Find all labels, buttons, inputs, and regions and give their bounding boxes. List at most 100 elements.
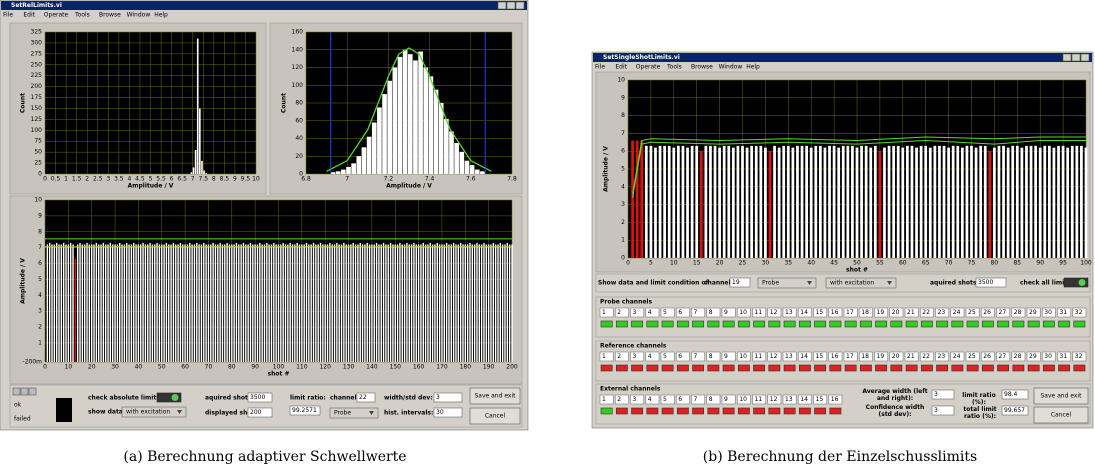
channel-led[interactable] — [708, 408, 719, 414]
channel-led[interactable] — [891, 321, 902, 327]
channel-led[interactable] — [784, 365, 795, 371]
channel-led[interactable] — [647, 408, 658, 414]
bar — [339, 244, 340, 362]
channel-led[interactable] — [677, 408, 688, 414]
channel-led[interactable] — [1043, 365, 1054, 371]
channel-led[interactable] — [830, 365, 841, 371]
channel-led[interactable] — [738, 365, 749, 371]
channel-led[interactable] — [1028, 365, 1039, 371]
bar — [84, 244, 85, 362]
channel-led[interactable] — [723, 321, 734, 327]
channel-led[interactable] — [830, 408, 841, 414]
window-button[interactable] — [1081, 54, 1089, 61]
channel-led[interactable] — [952, 321, 963, 327]
channel-led[interactable] — [982, 365, 993, 371]
channel-led[interactable] — [815, 321, 826, 327]
channel-led[interactable] — [1074, 365, 1085, 371]
channel-led[interactable] — [1074, 321, 1085, 327]
bar — [163, 244, 164, 362]
channel-led[interactable] — [799, 408, 810, 414]
bar — [367, 243, 368, 362]
channel-led[interactable] — [738, 321, 749, 327]
channel-led[interactable] — [815, 365, 826, 371]
channel-led[interactable] — [1059, 365, 1070, 371]
channel-led[interactable] — [616, 365, 627, 371]
channel-led[interactable] — [662, 321, 673, 327]
channel-led[interactable] — [738, 408, 749, 414]
channel-led[interactable] — [723, 408, 734, 414]
channel-led[interactable] — [632, 365, 643, 371]
window-button[interactable] — [498, 2, 506, 9]
channel-led[interactable] — [784, 321, 795, 327]
channel-led[interactable] — [769, 321, 780, 327]
channel-led[interactable] — [876, 321, 887, 327]
channel-led[interactable] — [601, 321, 612, 327]
channel-led[interactable] — [876, 365, 887, 371]
channel-led[interactable] — [754, 321, 765, 327]
channel-led[interactable] — [998, 321, 1009, 327]
channel-led[interactable] — [677, 321, 688, 327]
channel-led[interactable] — [799, 321, 810, 327]
channel-led[interactable] — [815, 408, 826, 414]
channel-led[interactable] — [967, 321, 978, 327]
channel-led[interactable] — [662, 408, 673, 414]
channel-led[interactable] — [906, 365, 917, 371]
channel-led[interactable] — [937, 321, 948, 327]
channel-led[interactable] — [1028, 321, 1039, 327]
channel-led[interactable] — [982, 321, 993, 327]
channel-led[interactable] — [921, 321, 932, 327]
x-tick-label: 0 — [626, 260, 630, 267]
histogram-bar — [195, 150, 197, 174]
tool-icon[interactable] — [13, 388, 20, 395]
channel-led[interactable] — [647, 321, 658, 327]
channel-led[interactable] — [860, 365, 871, 371]
channel-led[interactable] — [601, 365, 612, 371]
bar — [72, 244, 73, 362]
channel-led[interactable] — [921, 365, 932, 371]
bar — [418, 244, 419, 362]
channel-led[interactable] — [891, 365, 902, 371]
channel-led[interactable] — [1043, 321, 1054, 327]
channel-led[interactable] — [952, 365, 963, 371]
channel-led[interactable] — [616, 321, 627, 327]
channel-led[interactable] — [784, 408, 795, 414]
channel-led[interactable] — [906, 321, 917, 327]
channel-led[interactable] — [693, 408, 704, 414]
window-button[interactable] — [1072, 54, 1080, 61]
channel-led[interactable] — [632, 321, 643, 327]
channel-led[interactable] — [769, 365, 780, 371]
channel-led[interactable] — [799, 365, 810, 371]
channel-led[interactable] — [1059, 321, 1070, 327]
channel-led[interactable] — [937, 365, 948, 371]
x-tick-label: 110 — [296, 364, 308, 371]
channel-led[interactable] — [677, 365, 688, 371]
channel-led[interactable] — [708, 321, 719, 327]
channel-led[interactable] — [723, 365, 734, 371]
channel-led[interactable] — [967, 365, 978, 371]
channel-led[interactable] — [693, 365, 704, 371]
channel-led[interactable] — [708, 365, 719, 371]
channel-led[interactable] — [754, 408, 765, 414]
channel-led[interactable] — [845, 365, 856, 371]
tool-icon[interactable] — [29, 388, 36, 395]
tool-icon[interactable] — [21, 388, 28, 395]
channel-led[interactable] — [1013, 321, 1024, 327]
window-button[interactable] — [516, 2, 524, 9]
channel-led[interactable] — [632, 408, 643, 414]
bar — [413, 243, 414, 362]
channel-led[interactable] — [1013, 365, 1024, 371]
channel-led[interactable] — [601, 408, 612, 414]
bar — [750, 146, 753, 258]
channel-led[interactable] — [998, 365, 1009, 371]
channel-led[interactable] — [647, 365, 658, 371]
channel-led[interactable] — [860, 321, 871, 327]
channel-led[interactable] — [845, 321, 856, 327]
window-button[interactable] — [507, 2, 515, 9]
window-button[interactable] — [1063, 54, 1071, 61]
channel-led[interactable] — [830, 321, 841, 327]
channel-led[interactable] — [616, 408, 627, 414]
channel-led[interactable] — [754, 365, 765, 371]
channel-led[interactable] — [769, 408, 780, 414]
channel-led[interactable] — [693, 321, 704, 327]
channel-led[interactable] — [662, 365, 673, 371]
